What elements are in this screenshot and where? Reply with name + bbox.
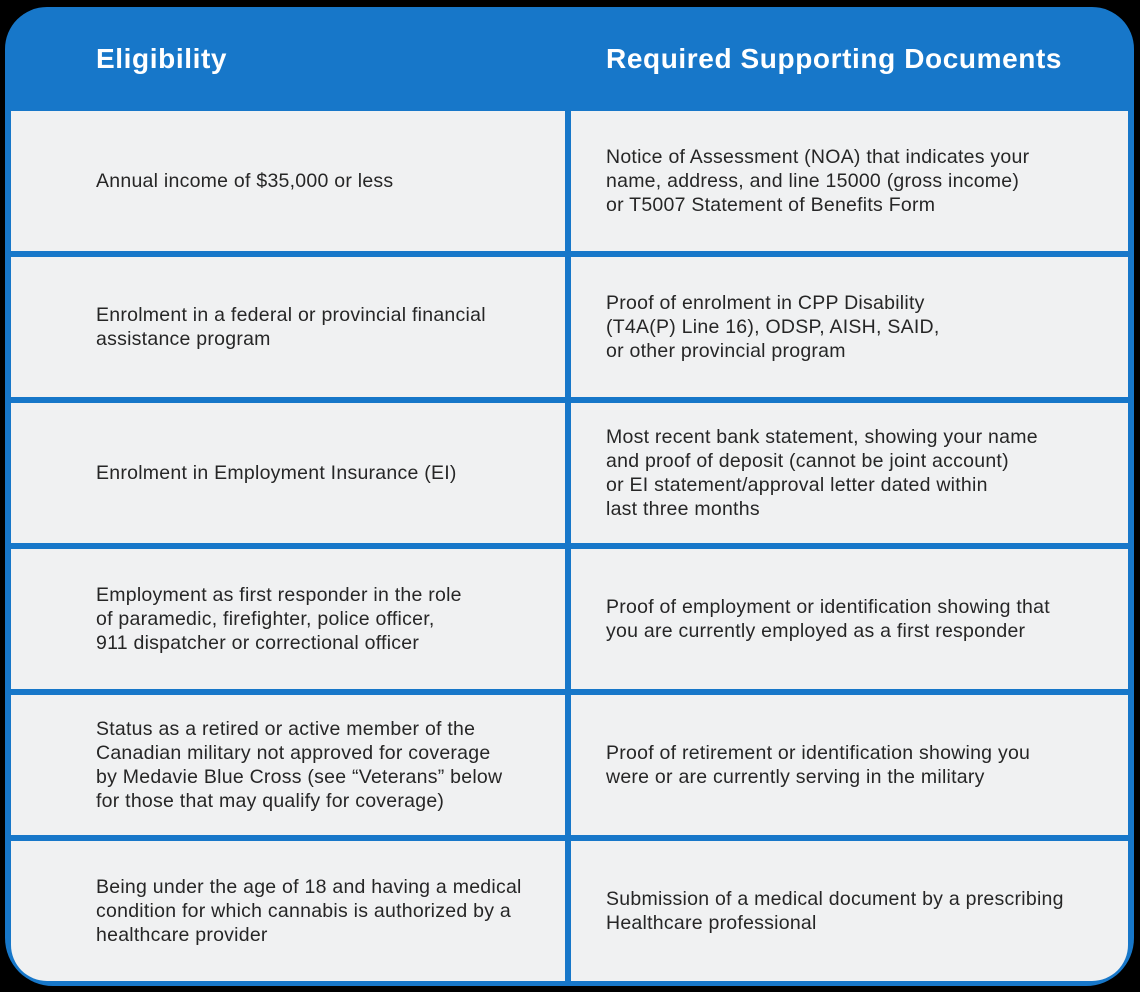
eligibility-documents-table: Eligibility Required Supporting Document… bbox=[5, 7, 1134, 986]
cell-row6-eligibility: Being under the age of 18 and having a m… bbox=[11, 841, 565, 981]
cell-row1-documents: Notice of Assessment (NOA) that indicate… bbox=[571, 111, 1128, 251]
cell-row3-eligibility: Enrolment in Employment Insurance (EI) bbox=[11, 403, 565, 543]
table-body: Annual income of $35,000 or less Notice … bbox=[5, 111, 1134, 987]
cell-row6-documents: Submission of a medical document by a pr… bbox=[571, 841, 1128, 981]
cell-row4-eligibility: Employment as first responder in the rol… bbox=[11, 549, 565, 689]
column-header-eligibility: Eligibility bbox=[96, 43, 228, 74]
cell-row3-documents: Most recent bank statement, showing your… bbox=[571, 403, 1128, 543]
cell-row2-documents: Proof of enrolment in CPP Disability (T4… bbox=[571, 257, 1128, 397]
cell-row1-eligibility: Annual income of $35,000 or less bbox=[11, 111, 565, 251]
cell-row5-eligibility: Status as a retired or active member of … bbox=[11, 695, 565, 835]
column-header-required-documents: Required Supporting Documents bbox=[606, 43, 1063, 74]
cell-row5-documents: Proof of retirement or identification sh… bbox=[571, 695, 1128, 835]
cell-row4-documents: Proof of employment or identification sh… bbox=[571, 549, 1128, 689]
cell-row2-eligibility: Enrolment in a federal or provincial fin… bbox=[11, 257, 565, 397]
table-header-row: Eligibility Required Supporting Document… bbox=[5, 7, 1134, 111]
